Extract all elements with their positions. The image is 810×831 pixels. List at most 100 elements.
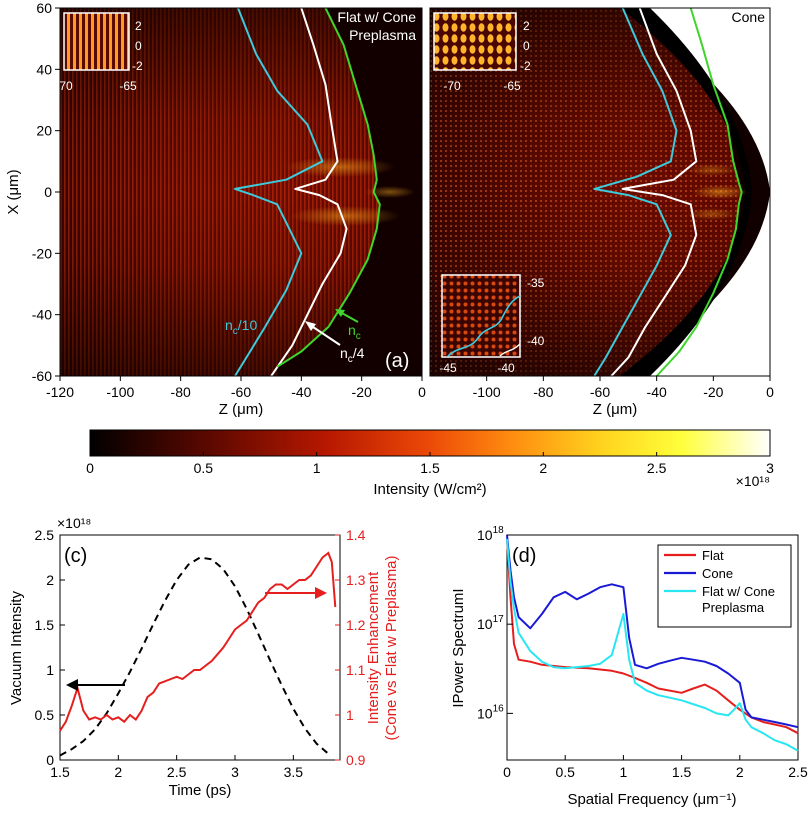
legend-flat-preplasma-line1: Flat w/ Cone xyxy=(702,584,775,599)
panel-c: 1.5 2 2.5 3 3.500.511.522.50.911.11.21.31.4 … xyxy=(8,515,400,799)
xtick-label: -60 xyxy=(590,384,610,400)
xtick-label: 0.5 xyxy=(555,764,575,780)
xtick-label: 3 xyxy=(231,764,239,780)
panel-a-inset-ytick: 0 xyxy=(135,39,142,53)
ytick-right-label: 1.4 xyxy=(346,527,366,543)
panel-c-ylabel-right-2: (Cone vs Flat w Preplasma) xyxy=(383,555,400,740)
panel-b-inset2-ytick: -35 xyxy=(527,276,545,290)
ytick-label: 0 xyxy=(46,752,54,768)
ytick-label: 2.5 xyxy=(35,527,55,543)
panel-b-inset-xtick: -65 xyxy=(503,79,521,93)
panel-b-inset2-xtick: -40 xyxy=(497,361,515,375)
ytick-label: 0.5 xyxy=(35,707,55,723)
ytick-right-label: 1.3 xyxy=(346,572,366,588)
colorbar: 0 0.5 1 1.5 2 2.5 3 Intensity (W/cm²) ×10¹⁸ xyxy=(86,429,774,498)
ytick-label: 1 xyxy=(46,662,54,678)
colorbar-tick-label: 3 xyxy=(766,460,774,476)
ytick-right-label: 1.1 xyxy=(346,662,366,678)
contour-a-2 xyxy=(276,8,381,368)
ytick-label: -40 xyxy=(32,307,52,323)
panel-a-title-line1: Flat w/ Cone xyxy=(337,9,416,25)
panel-a-xlabel: Z (μm) xyxy=(219,401,263,418)
panel-b-inset2: -35 -40 -45 -40 xyxy=(439,274,545,375)
panel-b-inset-ytick: -2 xyxy=(520,59,531,73)
xtick-label: -100 xyxy=(106,384,134,400)
xtick-label: 1 xyxy=(620,764,628,780)
panel-a: 2 0 -2 -70 -65 Flat w/ Cone Preplasma (a… xyxy=(5,0,426,418)
panel-a-ylabel: X (μm) xyxy=(5,169,22,214)
panel-c-xlabel: Time (ps) xyxy=(169,782,232,799)
panel-b-inset-ytick: 0 xyxy=(523,39,530,53)
colorbar-tick-label: 2 xyxy=(539,460,547,476)
ytick-label: 60 xyxy=(36,0,52,16)
ytick-label: 40 xyxy=(36,61,52,77)
ytick-label: -60 xyxy=(32,368,52,384)
xtick-label: 0 xyxy=(503,764,511,780)
colorbar-label: Intensity (W/cm²) xyxy=(373,481,486,498)
xtick-label: 2 xyxy=(736,764,744,780)
panel-b-inset2-ytick: -40 xyxy=(527,334,545,348)
panel-c-ylabel-right-1: Intensity Enhancement xyxy=(365,571,382,724)
xtick-label: -40 xyxy=(291,384,311,400)
legend-cone: Cone xyxy=(702,566,733,581)
legend-flat: Flat xyxy=(702,548,724,563)
panel-d: 0 0.5 1 1.5 2 2.5 1016 1017 1018 (d) Flat Cone F… xyxy=(450,525,808,808)
panel-a-inset: 2 0 -2 -70 -65 xyxy=(55,12,143,93)
xtick-label: 0 xyxy=(418,384,426,400)
xtick-label: -80 xyxy=(533,384,553,400)
annotation-arrow-green xyxy=(339,311,359,323)
panel-a-inset-xtick: -70 xyxy=(55,79,73,93)
ytick-label: 1.5 xyxy=(35,617,55,633)
panel-b-inset: 2 0 -2 -70 -65 xyxy=(433,12,531,93)
panel-a-inset-xtick: -65 xyxy=(119,79,137,93)
xtick-label: -120 xyxy=(46,384,74,400)
annotation-arrow-white xyxy=(309,324,341,346)
colorbar-tick-label: 0.5 xyxy=(194,460,214,476)
panel-b-inset-ytick: 2 xyxy=(523,19,530,33)
ytick-label: 1016 xyxy=(477,703,504,721)
ytick-label: 20 xyxy=(36,123,52,139)
ytick-right-label: 0.9 xyxy=(346,752,366,768)
xtick-label: -60 xyxy=(231,384,251,400)
panel-d-legend: Flat Cone Flat w/ Cone Preplasma xyxy=(657,544,792,628)
colorbar-tick-label: 2.5 xyxy=(647,460,667,476)
xtick-label: -40 xyxy=(647,384,667,400)
panel-b-title: Cone xyxy=(732,9,766,25)
panel-d-xlabel: Spatial Frequency (μm⁻¹) xyxy=(567,791,736,808)
ytick-right-label: 1 xyxy=(346,707,354,723)
xtick-label: -20 xyxy=(703,384,723,400)
xtick-label: 2.5 xyxy=(167,764,187,780)
colorbar-tick-label: 1 xyxy=(313,460,321,476)
panel-c-label: (c) xyxy=(64,545,87,567)
colorbar-tick-label: 1.5 xyxy=(420,460,440,476)
ytick-label: 1017 xyxy=(477,614,504,632)
panel-b: 2 0 -2 -70 -65 -35 -40 -45 -40 Cone (b) … xyxy=(429,7,774,418)
panel-d-ylabel: IPower SpectrumI xyxy=(450,588,467,707)
ytick-label: -20 xyxy=(32,245,52,261)
ytick-right-label: 1.2 xyxy=(346,617,366,633)
contour-a-0 xyxy=(234,8,324,376)
cone-wall xyxy=(620,8,770,376)
panel-c-exponent: ×10¹⁸ xyxy=(57,515,91,531)
panel-b-label: (b) xyxy=(733,350,757,372)
panel-b-xlabel: Z (μm) xyxy=(593,401,637,418)
ytick-label: 1018 xyxy=(477,525,504,543)
xtick-label: -100 xyxy=(473,384,501,400)
xtick-label: -20 xyxy=(352,384,372,400)
panel-a-inset-ytick: -2 xyxy=(132,59,143,73)
panel-a-label: (a) xyxy=(385,350,409,372)
contour-a-1 xyxy=(270,8,348,376)
panel-a-inset-ytick: 2 xyxy=(135,19,142,33)
xtick-label: 1.5 xyxy=(672,764,692,780)
colorbar-gradient xyxy=(89,429,771,457)
contour-b-0 xyxy=(593,8,678,376)
panel-b-inset2-xtick: -45 xyxy=(439,361,457,375)
annotation-nc4: nc/4 xyxy=(340,345,365,365)
panel-c-ylabel-left: Vacuum Intensity xyxy=(8,591,25,705)
xtick-label: 2 xyxy=(114,764,122,780)
series-line-1 xyxy=(506,534,799,729)
series-line-1 xyxy=(59,551,337,732)
xtick-label: 3.5 xyxy=(284,764,304,780)
panel-b-inset-xtick: -70 xyxy=(443,79,461,93)
ytick-label: 0 xyxy=(44,184,52,200)
